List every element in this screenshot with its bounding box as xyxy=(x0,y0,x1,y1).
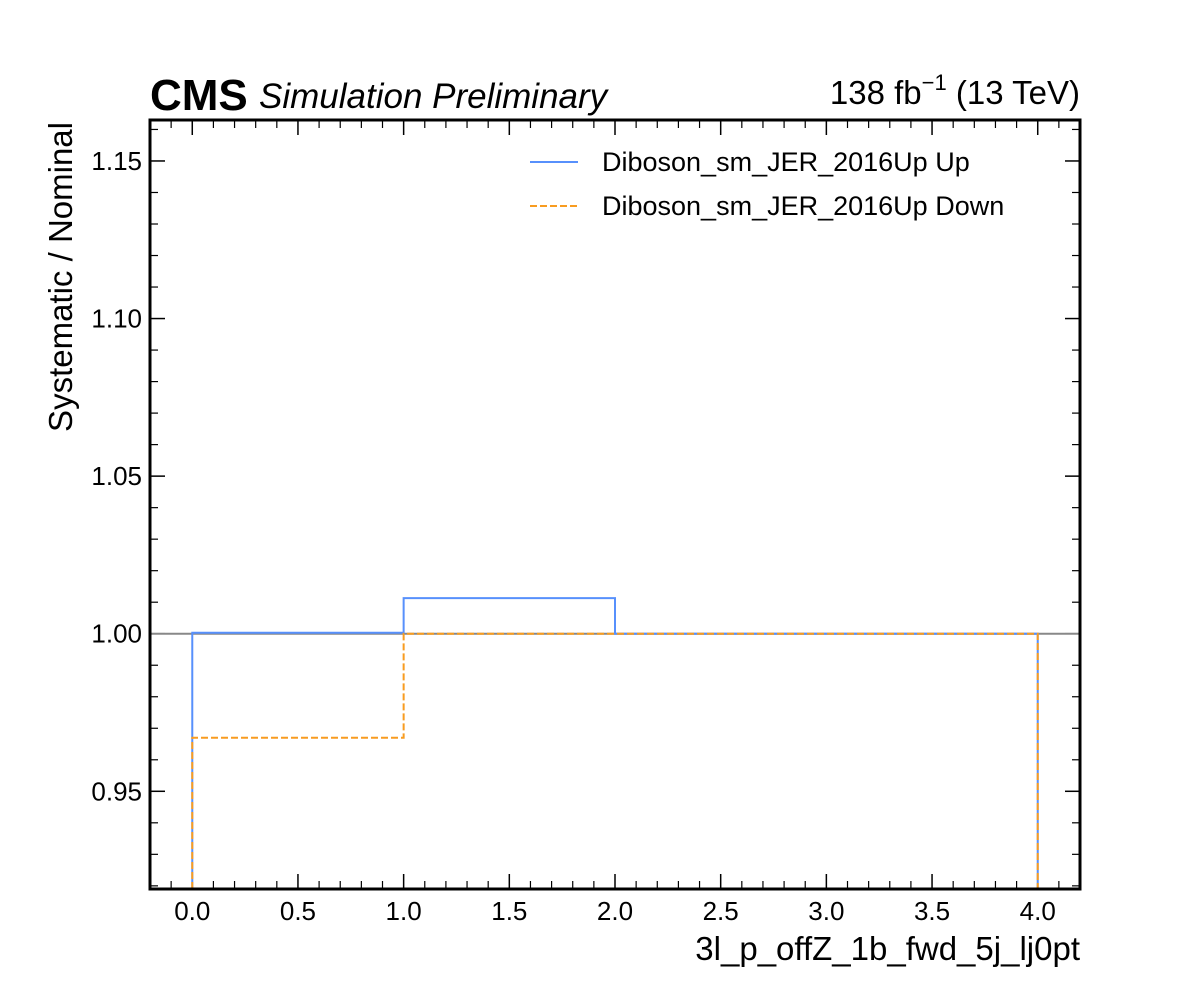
lumi-value: 138 fb xyxy=(830,74,922,111)
legend: Diboson_sm_JER_2016Up Up Diboson_sm_JER_2… xyxy=(530,147,1004,221)
x-tick-label: 1.0 xyxy=(386,896,422,926)
extra-text: Simulation Preliminary xyxy=(259,77,610,116)
y-tick-label: 0.95 xyxy=(91,776,142,806)
x-tick-label: 3.0 xyxy=(808,896,844,926)
x-tick-label: 2.5 xyxy=(703,896,739,926)
x-tick-label: 1.5 xyxy=(491,896,527,926)
y-axis-label: Systematic / Nominal xyxy=(42,122,79,432)
lumi-energy: (13 TeV) xyxy=(947,74,1080,111)
legend-label-1: Diboson_sm_JER_2016Up Down xyxy=(602,191,1004,221)
series-line-0 xyxy=(191,597,1039,889)
x-tick-label: 2.0 xyxy=(597,896,633,926)
experiment-label: CMS xyxy=(150,71,248,120)
y-tick-label: 1.05 xyxy=(91,461,142,491)
lumi-exponent: −1 xyxy=(922,70,947,95)
x-tick-label: 4.0 xyxy=(1020,896,1056,926)
x-axis-label: 3l_p_offZ_1b_fwd_5j_lj0pt xyxy=(695,930,1080,967)
y-tick-label: 1.00 xyxy=(91,619,142,649)
x-tick-label: 0.5 xyxy=(280,896,316,926)
y-tick-label: 1.10 xyxy=(91,304,142,334)
x-tick-label: 3.5 xyxy=(914,896,950,926)
y-tick-label: 1.15 xyxy=(91,146,142,176)
series-line-1 xyxy=(191,632,1039,889)
legend-label-0: Diboson_sm_JER_2016Up Up xyxy=(602,147,970,177)
plot-frame xyxy=(148,118,1082,891)
ticks-layer: 0.0 0.5 1.0 1.5 2.0 2.5 3.0 3.5 4.0 0.95 1.00 1.05 1… xyxy=(91,120,1081,926)
lumi-label: 138 fb−1 (13 TeV) xyxy=(830,70,1080,111)
x-tick-label: 0.0 xyxy=(174,896,210,926)
lines-layer xyxy=(150,597,1080,889)
